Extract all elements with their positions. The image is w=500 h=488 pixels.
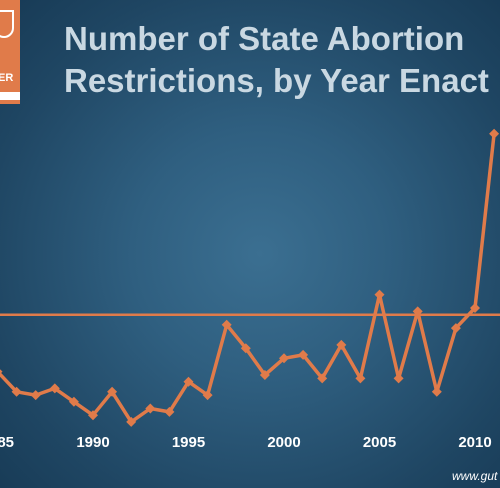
x-tick-label: 1990 [76, 434, 109, 451]
data-point-1994 [164, 406, 175, 417]
data-point-1990 [88, 410, 98, 421]
data-point-1992 [126, 416, 137, 427]
data-point-1986 [11, 386, 22, 397]
chart-title: Number of State Abortion Restrictions, b… [64, 18, 500, 102]
data-point-1989 [68, 396, 79, 407]
x-tick-label: 2010 [458, 434, 491, 451]
data-point-1998 [240, 343, 251, 354]
source-url: www.gut [452, 469, 498, 483]
data-point-2010 [470, 303, 480, 313]
data-point-2001 [298, 349, 309, 360]
shield-icon [0, 10, 14, 38]
data-point-2006 [393, 373, 404, 384]
x-tick-label: 1995 [172, 434, 205, 451]
publisher-logo: ER [0, 0, 20, 104]
x-tick-label: 2000 [267, 434, 300, 451]
data-point-2007 [412, 306, 423, 317]
chart-title-line-1: Number of State Abortion [64, 20, 465, 57]
x-tick-label: 2005 [363, 434, 396, 451]
data-point-1995 [183, 376, 194, 387]
data-point-2000 [279, 353, 289, 364]
data-point-2005 [374, 289, 385, 300]
data-point-1985 [0, 369, 3, 375]
data-point-1997 [221, 319, 232, 330]
data-point-1993 [145, 403, 156, 414]
data-point-2003 [336, 339, 347, 350]
series-line [0, 133, 496, 424]
data-point-1999 [259, 370, 270, 380]
data-point-2009 [450, 323, 461, 334]
data-point-2004 [355, 373, 366, 384]
data-point-1988 [49, 383, 60, 394]
data-point-2011 [489, 128, 500, 139]
logo-text: ER [0, 72, 14, 84]
data-point-1987 [30, 390, 41, 401]
data-point-1996 [202, 390, 213, 401]
x-tick-label: 85 [0, 434, 14, 451]
data-point-1991 [107, 386, 118, 397]
chart-title-line-2: Restrictions, by Year Enact [64, 62, 489, 99]
data-point-2002 [317, 373, 328, 384]
data-point-2008 [431, 386, 442, 397]
logo-strip [0, 92, 20, 100]
